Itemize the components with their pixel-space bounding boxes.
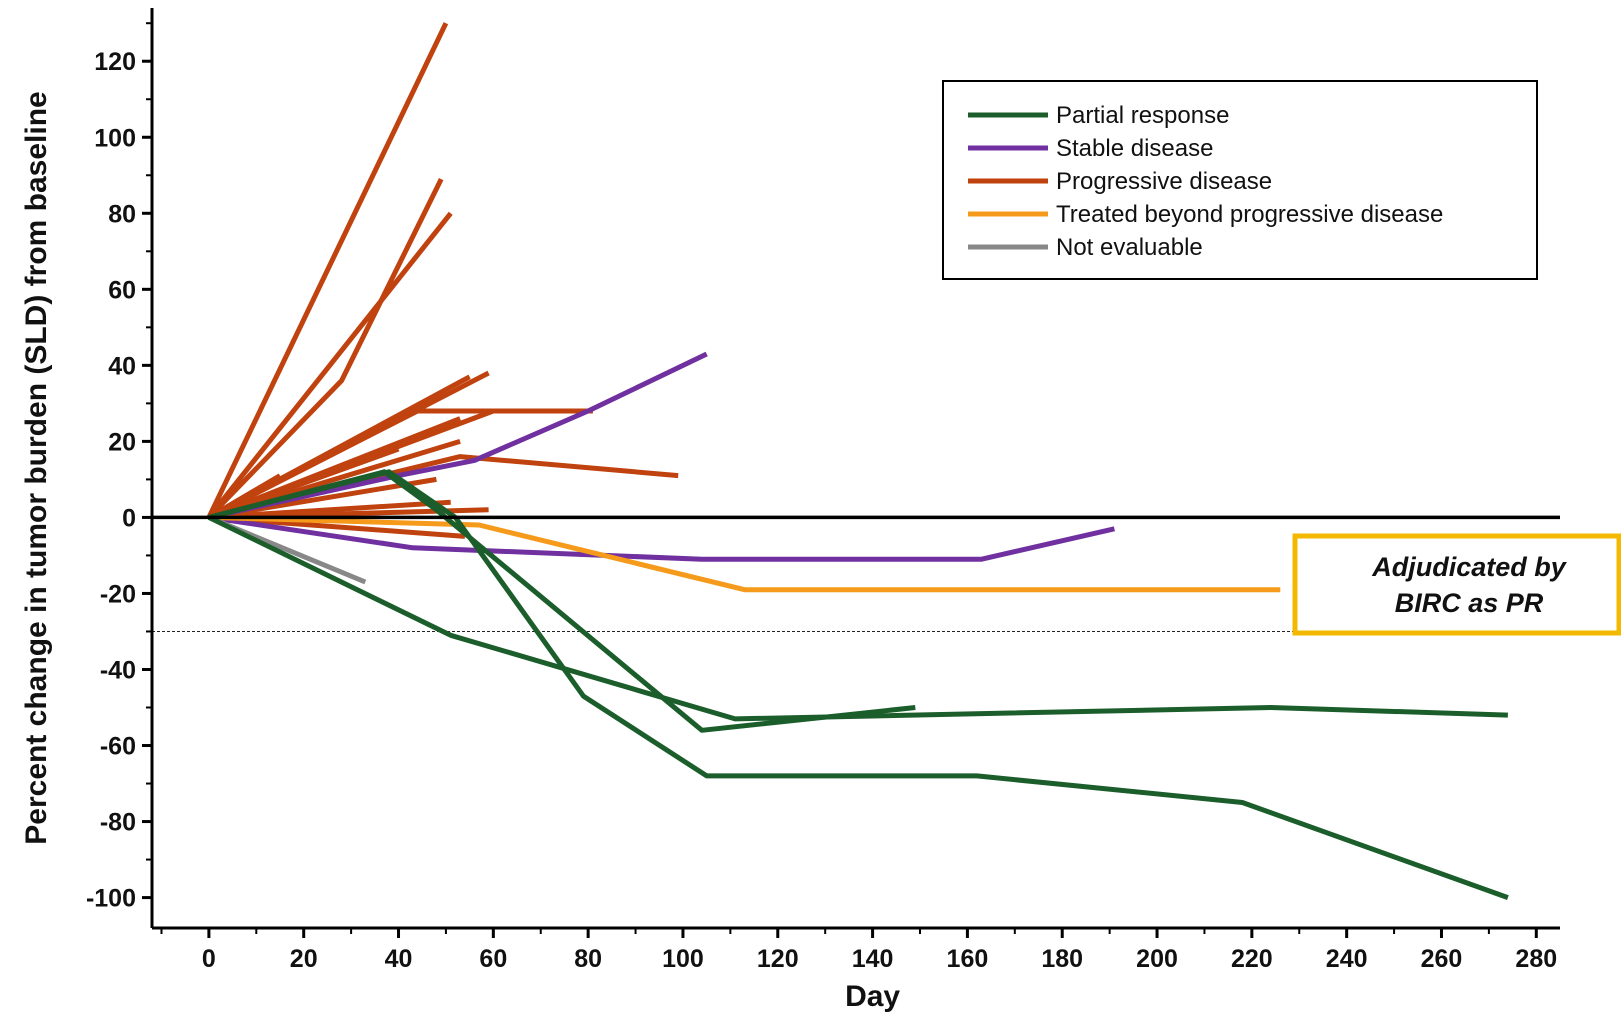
x-axis-title: Day	[845, 980, 900, 1013]
y-tick-label: -60	[100, 733, 136, 761]
legend-label-tbpd: Treated beyond progressive disease	[1056, 201, 1443, 228]
x-tick-label: 60	[479, 945, 507, 973]
y-tick-label: 80	[108, 200, 136, 228]
legend-label-pr: Partial response	[1056, 102, 1229, 129]
y-tick-label: -40	[100, 656, 136, 684]
x-tick-label: 80	[574, 945, 602, 973]
x-tick-label: 120	[757, 945, 799, 973]
x-tick-label: 220	[1231, 945, 1273, 973]
series-line-sd-20	[208, 514, 1115, 562]
x-tick-label: 40	[385, 945, 413, 973]
x-tick-label: 200	[1136, 945, 1178, 973]
x-tick-label: 280	[1515, 945, 1557, 973]
legend: Partial response Stable disease Progressiv…	[942, 80, 1538, 280]
series-line-pd-7	[207, 408, 593, 520]
y-tick-label: -80	[100, 809, 136, 837]
series-line-sd-19	[208, 351, 708, 520]
annotation-line-1: Adjudicated by	[1371, 552, 1568, 582]
y-tick-label: 60	[108, 276, 136, 304]
series-line-pd-14	[207, 473, 282, 520]
series-line-pd-2	[207, 177, 444, 520]
annotation-line-2: BIRC as PR	[1395, 588, 1544, 618]
series-line-pd-1	[206, 22, 449, 519]
y-tick-label: 0	[122, 504, 136, 532]
series-line-pr-25	[207, 515, 1508, 722]
y-tick-label: 100	[94, 124, 136, 152]
x-tick-label: 140	[852, 945, 894, 973]
series-line-pr-24	[208, 469, 916, 733]
y-tick-label: 20	[108, 428, 136, 456]
legend-label-sd: Stable disease	[1056, 135, 1213, 162]
x-tick-label: 160	[947, 945, 989, 973]
series-line-pd-3	[206, 211, 453, 519]
annotation-border	[1292, 533, 1621, 636]
y-axis-title: Percent change in tumor burden (SLD) fro…	[20, 91, 53, 844]
axes-layer: -100 -80 -60 -40 -20 0 20 40 60 80 100 120 0 20 40 60 80…	[20, 8, 1560, 1013]
series-line-pd-12	[208, 446, 400, 520]
x-tick-label: 240	[1326, 945, 1368, 973]
x-tick-label: 20	[290, 945, 318, 973]
x-tick-label: 100	[662, 945, 704, 973]
series-line-tbpd-21	[208, 514, 1281, 593]
y-tick-label: 40	[108, 352, 136, 380]
legend-label-ne: Not evaluable	[1056, 234, 1203, 261]
x-tick-label: 180	[1041, 945, 1083, 973]
x-tick-label: 260	[1421, 945, 1463, 973]
legend-label-pd: Progressive disease	[1056, 168, 1272, 195]
y-tick-label: -20	[100, 580, 136, 608]
series-layer	[152, 22, 1509, 900]
y-tick-label: -100	[86, 885, 136, 913]
y-tick-label: 120	[94, 48, 136, 76]
series-line-pr-23	[208, 469, 1509, 900]
x-tick-label: 0	[202, 945, 216, 973]
annotation-box: Adjudicated by BIRC as PR	[1292, 533, 1621, 636]
